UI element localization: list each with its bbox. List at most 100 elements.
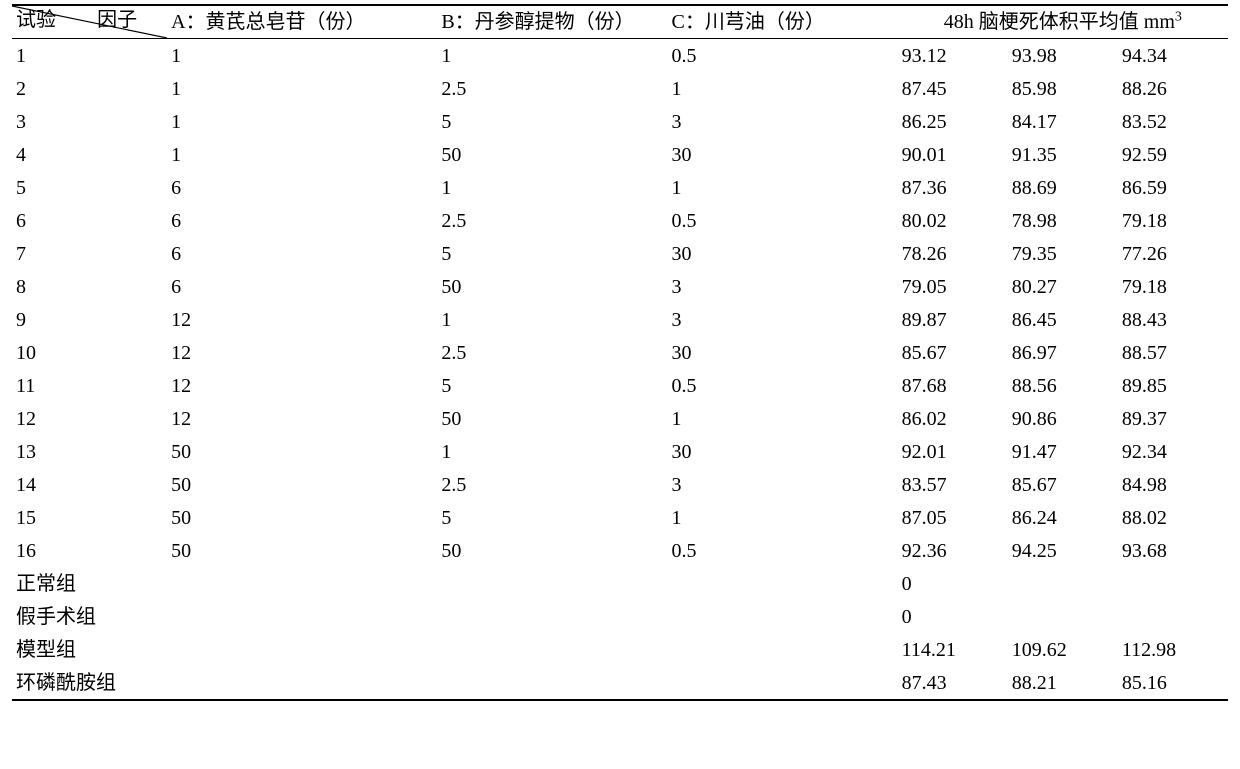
cell-id: 6 [12, 204, 167, 237]
cell-a: 50 [167, 435, 437, 468]
cell-v1: 92.36 [898, 534, 1008, 567]
cell-c [667, 567, 897, 600]
cell-id: 4 [12, 138, 167, 171]
table-row: 135013092.0191.4792.34 [12, 435, 1228, 468]
cell-b [437, 600, 667, 633]
cell-id: 正常组 [12, 567, 167, 600]
cell-b: 1 [437, 435, 667, 468]
cell-v3: 93.68 [1118, 534, 1228, 567]
cell-v1: 86.25 [898, 105, 1008, 138]
cell-v3: 88.43 [1118, 303, 1228, 336]
table-row: 环磷酰胺组87.4388.2185.16 [12, 666, 1228, 700]
cell-v1: 89.87 [898, 303, 1008, 336]
cell-v3: 79.18 [1118, 270, 1228, 303]
experiment-table: 试验 因子 A：黄芪总皂苷（份） B：丹参醇提物（份） C：川芎油（份） 48h… [12, 4, 1228, 701]
cell-v2: 88.21 [1008, 666, 1118, 700]
header-diag-right: 因子 [97, 10, 137, 30]
header-group-text: 48h 脑梗死体积平均值 mm [944, 11, 1175, 33]
cell-b: 50 [437, 534, 667, 567]
cell-v3: 112.98 [1118, 633, 1228, 666]
cell-a [167, 633, 437, 666]
table-row: 假手术组0 [12, 600, 1228, 633]
table-row: 121250186.0290.8689.37 [12, 402, 1228, 435]
cell-a [167, 600, 437, 633]
cell-c: 30 [667, 435, 897, 468]
cell-a [167, 666, 437, 700]
cell-v2: 78.98 [1008, 204, 1118, 237]
header-diag-cell: 试验 因子 [12, 5, 167, 39]
cell-v2: 91.35 [1008, 138, 1118, 171]
header-diag-left: 试验 [16, 10, 56, 30]
cell-b: 2.5 [437, 204, 667, 237]
cell-a: 12 [167, 402, 437, 435]
cell-v2: 86.24 [1008, 501, 1118, 534]
cell-c: 30 [667, 336, 897, 369]
cell-v1: 80.02 [898, 204, 1008, 237]
cell-c: 1 [667, 171, 897, 204]
table-body: 1110.593.1293.9894.34212.5187.4585.9888.… [12, 39, 1228, 701]
cell-a: 1 [167, 138, 437, 171]
table-row: 模型组114.21109.62112.98 [12, 633, 1228, 666]
cell-v2: 88.56 [1008, 369, 1118, 402]
cell-v1: 83.57 [898, 468, 1008, 501]
cell-v2: 91.47 [1008, 435, 1118, 468]
cell-v3: 88.57 [1118, 336, 1228, 369]
cell-v2: 109.62 [1008, 633, 1118, 666]
table-row: 1650500.592.3694.2593.68 [12, 534, 1228, 567]
cell-a: 6 [167, 171, 437, 204]
cell-v3: 92.59 [1118, 138, 1228, 171]
cell-id: 2 [12, 72, 167, 105]
cell-v3: 88.26 [1118, 72, 1228, 105]
table-header: 试验 因子 A：黄芪总皂苷（份） B：丹参醇提物（份） C：川芎油（份） 48h… [12, 5, 1228, 39]
cell-v3: 89.37 [1118, 402, 1228, 435]
table-row: 41503090.0191.3592.59 [12, 138, 1228, 171]
cell-v1: 87.45 [898, 72, 1008, 105]
table-row: 561187.3688.6986.59 [12, 171, 1228, 204]
cell-v3 [1118, 567, 1228, 600]
cell-v1: 90.01 [898, 138, 1008, 171]
header-col-c: C：川芎油（份） [667, 5, 897, 39]
cell-c: 1 [667, 501, 897, 534]
cell-v2: 84.17 [1008, 105, 1118, 138]
cell-a: 12 [167, 303, 437, 336]
cell-b: 2.5 [437, 72, 667, 105]
cell-v2 [1008, 600, 1118, 633]
cell-v3: 84.98 [1118, 468, 1228, 501]
cell-b: 1 [437, 39, 667, 73]
cell-c: 0.5 [667, 204, 897, 237]
cell-id: 3 [12, 105, 167, 138]
cell-id: 11 [12, 369, 167, 402]
cell-id: 8 [12, 270, 167, 303]
cell-id: 1 [12, 39, 167, 73]
cell-c: 1 [667, 402, 897, 435]
cell-v2: 90.86 [1008, 402, 1118, 435]
cell-a: 50 [167, 534, 437, 567]
cell-c: 0.5 [667, 369, 897, 402]
cell-v3: 86.59 [1118, 171, 1228, 204]
cell-c: 3 [667, 303, 897, 336]
cell-v3: 94.34 [1118, 39, 1228, 73]
cell-b [437, 567, 667, 600]
cell-c: 0.5 [667, 39, 897, 73]
table-row: 315386.2584.1783.52 [12, 105, 1228, 138]
cell-id: 15 [12, 501, 167, 534]
cell-id: 5 [12, 171, 167, 204]
cell-a: 50 [167, 501, 437, 534]
cell-id: 环磷酰胺组 [12, 666, 167, 700]
cell-v2: 88.69 [1008, 171, 1118, 204]
header-col-b: B：丹参醇提物（份） [437, 5, 667, 39]
table-row: 9121389.8786.4588.43 [12, 303, 1228, 336]
cell-a: 12 [167, 369, 437, 402]
cell-v1: 87.36 [898, 171, 1008, 204]
cell-v3: 85.16 [1118, 666, 1228, 700]
cell-v2: 80.27 [1008, 270, 1118, 303]
cell-id: 7 [12, 237, 167, 270]
cell-id: 12 [12, 402, 167, 435]
table-row: 662.50.580.0278.9879.18 [12, 204, 1228, 237]
table-row: 10122.53085.6786.9788.57 [12, 336, 1228, 369]
cell-v2: 79.35 [1008, 237, 1118, 270]
cell-v2: 86.97 [1008, 336, 1118, 369]
table-row: 1110.593.1293.9894.34 [12, 39, 1228, 73]
header-group-values: 48h 脑梗死体积平均值 mm3 [898, 5, 1228, 39]
cell-b: 1 [437, 303, 667, 336]
